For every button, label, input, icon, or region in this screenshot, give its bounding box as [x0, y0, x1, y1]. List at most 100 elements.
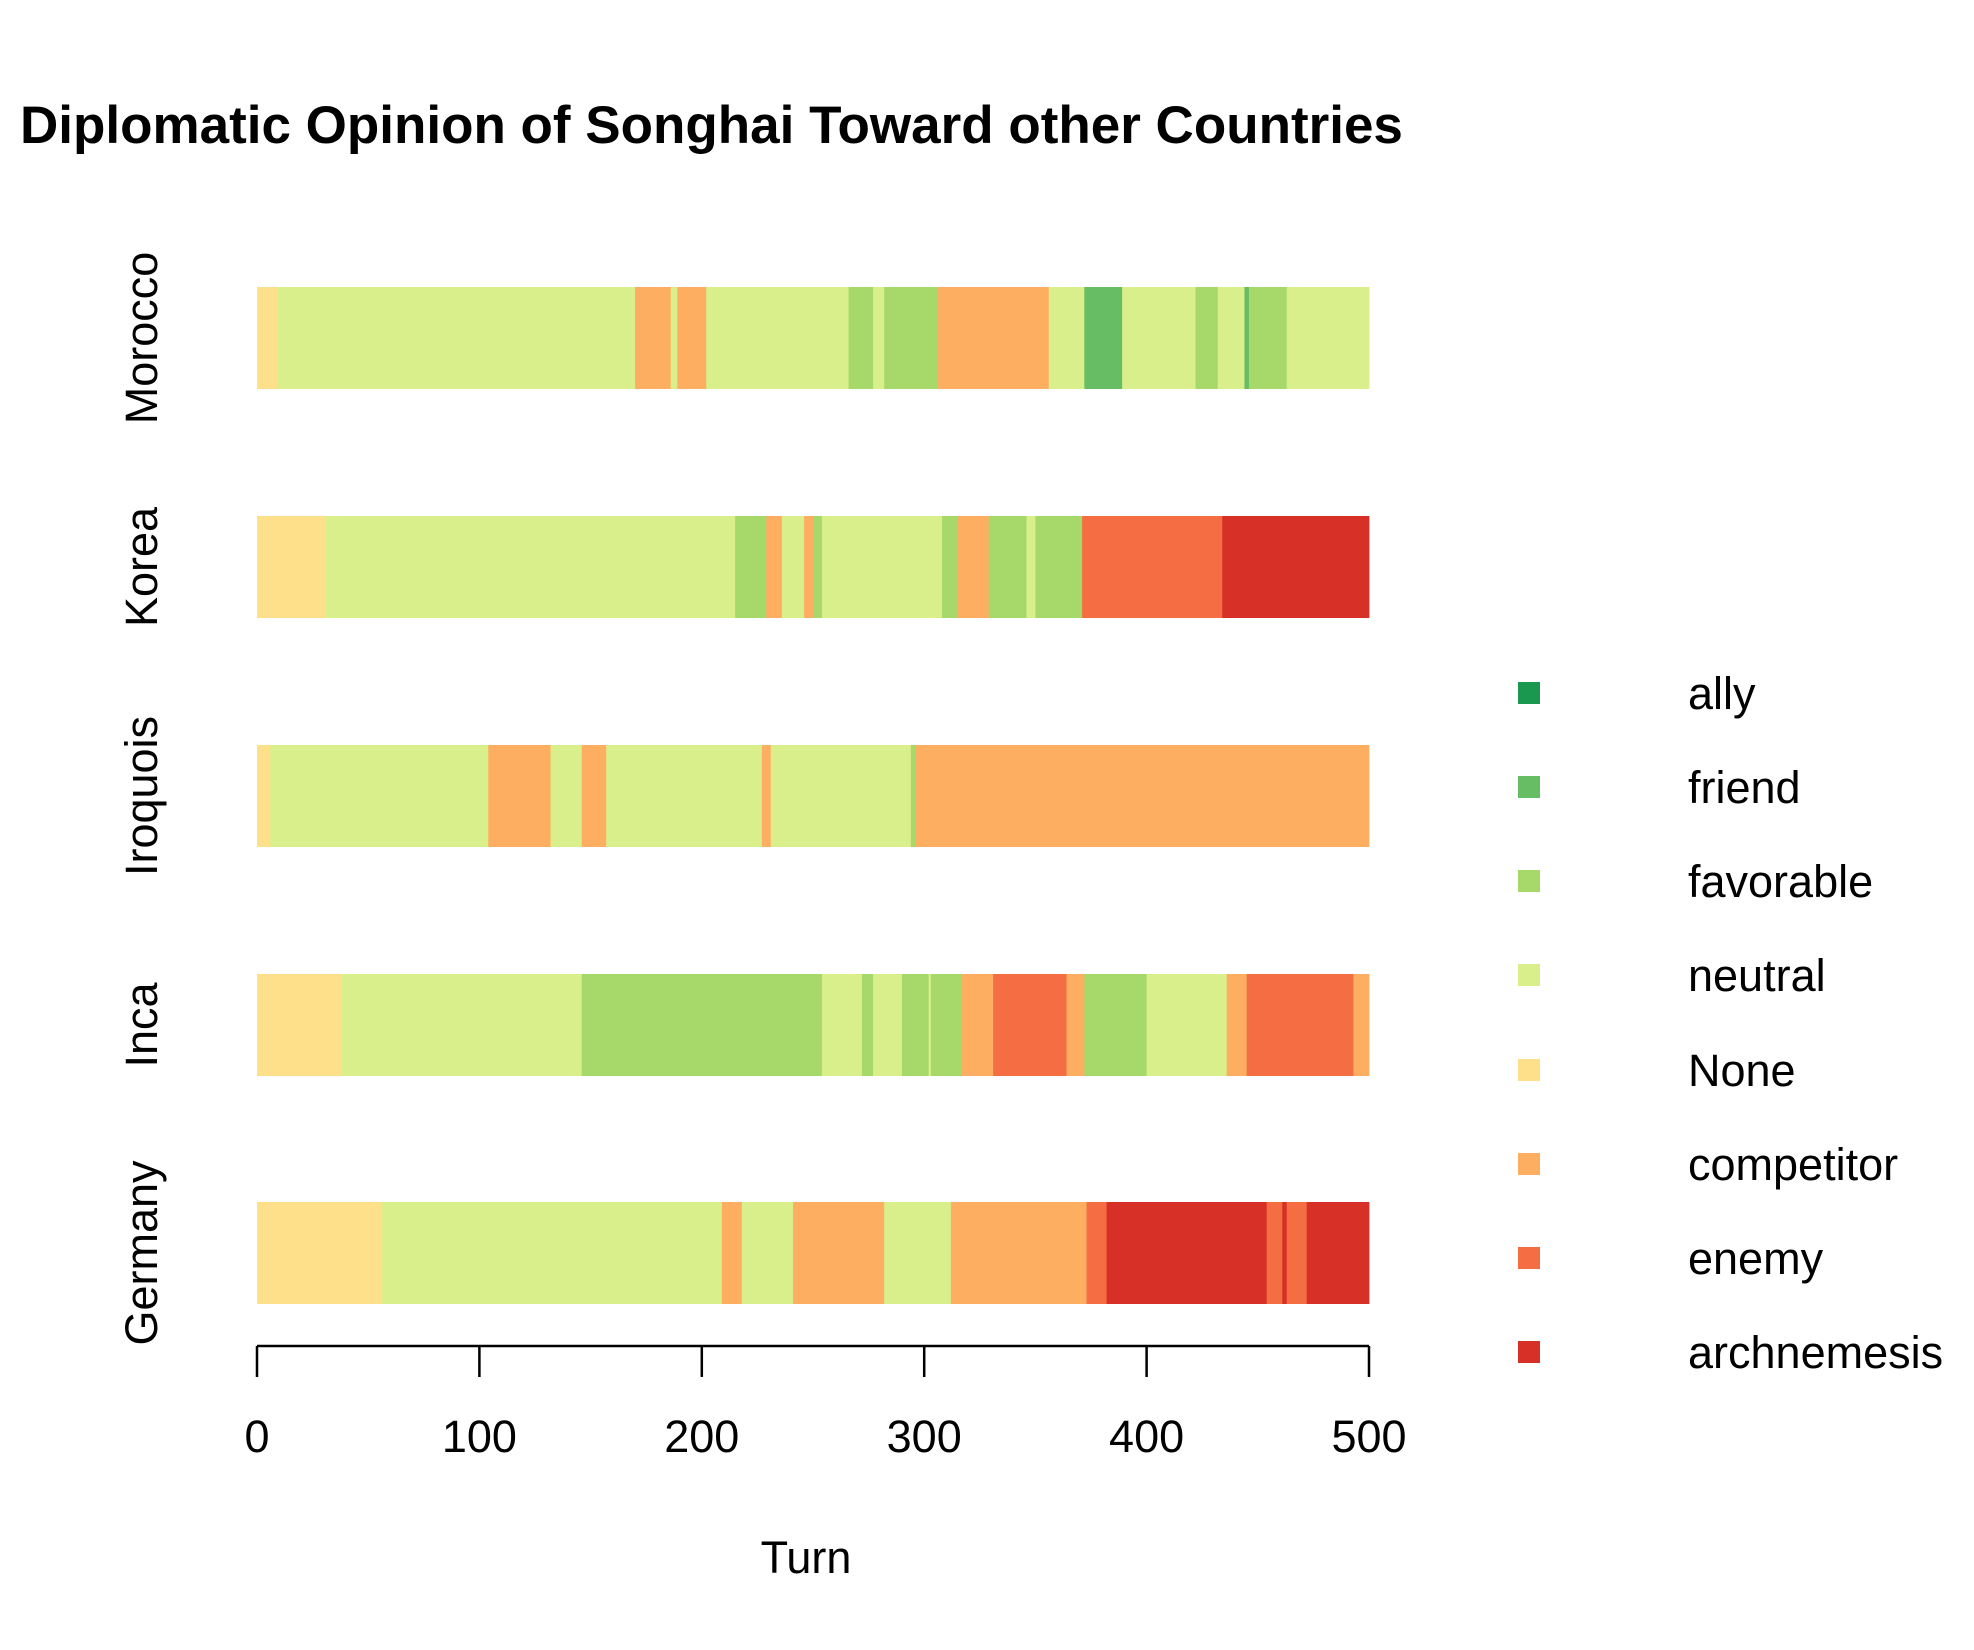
bar-segment	[257, 1202, 382, 1304]
legend-label: ally	[1688, 668, 1756, 719]
bar-segment	[884, 1202, 952, 1304]
bar-segment	[257, 516, 327, 618]
bar-segment	[550, 745, 583, 847]
country-bar-germany	[257, 1202, 1370, 1304]
bars-layer	[257, 287, 1370, 1304]
legend-item: None	[1518, 1045, 1796, 1096]
country-label: Germany	[116, 1160, 167, 1346]
country-bar-morocco	[257, 287, 1370, 389]
bar-segment	[941, 516, 958, 618]
legend-label: enemy	[1688, 1233, 1824, 1284]
legend-item: friend	[1518, 762, 1801, 813]
legend-item: favorable	[1518, 856, 1873, 907]
country-label: Inca	[116, 982, 167, 1068]
bar-segment	[1122, 287, 1196, 389]
bar-segment	[804, 516, 814, 618]
legend-item: archnemesis	[1518, 1327, 1943, 1378]
legend-swatch	[1518, 1341, 1540, 1363]
x-tick-label: 0	[244, 1411, 269, 1462]
bar-segment	[706, 287, 849, 389]
bar-segment	[1026, 516, 1036, 618]
bar-segment	[1286, 1202, 1308, 1304]
bar-segment	[957, 516, 990, 618]
country-label: Korea	[116, 506, 167, 627]
bar-segment	[1353, 974, 1370, 1076]
bar-segment	[993, 974, 1067, 1076]
bar-segment	[1266, 1202, 1283, 1304]
bar-segment	[962, 974, 994, 1076]
legend-label: favorable	[1688, 856, 1873, 907]
bar-segment	[861, 974, 874, 1076]
legend-swatch	[1518, 964, 1540, 986]
bar-segment	[735, 516, 767, 618]
bar-segment	[1282, 1202, 1288, 1304]
country-labels-layer: Morocco Korea Iroquois Inca Germany	[116, 252, 167, 1346]
bar-segment	[1195, 287, 1219, 389]
country-bar-inca	[257, 974, 1370, 1076]
legend-swatch	[1518, 870, 1540, 892]
legend-label: archnemesis	[1688, 1327, 1943, 1378]
bar-segment	[1146, 974, 1228, 1076]
bar-segment	[1226, 974, 1248, 1076]
bar-segment	[873, 287, 885, 389]
bar-segment	[766, 516, 783, 618]
country-bar-iroquois	[257, 745, 1370, 847]
bar-segment	[1084, 287, 1123, 389]
x-tick-label: 100	[442, 1411, 517, 1462]
bar-segment	[277, 287, 636, 389]
bar-segment	[341, 974, 583, 1076]
country-bar-korea	[257, 516, 1370, 618]
bar-segment	[915, 745, 1370, 847]
legend-label: None	[1688, 1045, 1796, 1096]
bar-segment	[813, 516, 823, 618]
bar-segment	[1248, 287, 1288, 389]
bar-segment	[606, 745, 763, 847]
legend-swatch	[1518, 1153, 1540, 1175]
bar-segment	[581, 745, 607, 847]
bar-segment	[928, 974, 932, 1076]
bar-segment	[792, 1202, 885, 1304]
bar-segment	[1222, 516, 1370, 618]
bar-segment	[937, 287, 1050, 389]
legend-item: enemy	[1518, 1233, 1824, 1284]
bar-segment	[1035, 516, 1083, 618]
chart-title: Diplomatic Opinion of Songhai Toward oth…	[20, 96, 1403, 155]
bar-segment	[488, 745, 551, 847]
bar-segment	[873, 974, 903, 1076]
legend-label: neutral	[1688, 950, 1826, 1001]
legend-label: friend	[1688, 762, 1801, 813]
country-label: Morocco	[116, 252, 167, 425]
x-axis: 0 100 200 300 400 500	[244, 1344, 1407, 1462]
x-tick-label: 400	[1109, 1411, 1184, 1462]
bar-segment	[901, 974, 930, 1076]
legend-item: ally	[1518, 668, 1756, 719]
bar-segment	[770, 745, 912, 847]
bar-segment	[1286, 287, 1370, 389]
legend-swatch	[1518, 1247, 1540, 1269]
bar-segment	[781, 516, 805, 618]
bar-segment	[1048, 287, 1085, 389]
legend-item: competitor	[1518, 1139, 1898, 1190]
bar-segment	[1306, 1202, 1370, 1304]
country-label: Iroquois	[116, 716, 167, 876]
bar-segment	[677, 287, 707, 389]
x-axis-title: Turn	[761, 1532, 852, 1583]
bar-segment	[1084, 974, 1147, 1076]
bar-segment	[988, 516, 1027, 618]
bar-segment	[1244, 287, 1250, 389]
legend-label: competitor	[1688, 1139, 1898, 1190]
bar-segment	[257, 974, 342, 1076]
legend: ally friend favorable neutral None competitor…	[1518, 668, 1943, 1378]
bar-segment	[270, 745, 489, 847]
bar-segment	[1086, 1202, 1107, 1304]
bar-segment	[257, 745, 271, 847]
bar-segment	[381, 1202, 723, 1304]
bar-segment	[821, 516, 943, 618]
x-tick-label: 300	[887, 1411, 962, 1462]
bar-segment	[670, 287, 678, 389]
bar-segment	[950, 1202, 1087, 1304]
bar-segment	[848, 287, 874, 389]
legend-swatch	[1518, 682, 1540, 704]
bar-segment	[821, 974, 863, 1076]
